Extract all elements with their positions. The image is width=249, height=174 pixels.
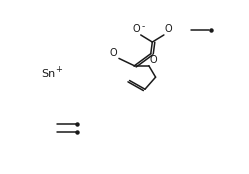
Text: O: O xyxy=(132,24,140,34)
Text: -: - xyxy=(142,23,145,32)
Text: O: O xyxy=(165,24,173,34)
Text: Sn: Sn xyxy=(42,69,56,80)
Text: +: + xyxy=(55,65,62,74)
Text: O: O xyxy=(150,55,157,65)
Text: O: O xyxy=(110,48,117,58)
